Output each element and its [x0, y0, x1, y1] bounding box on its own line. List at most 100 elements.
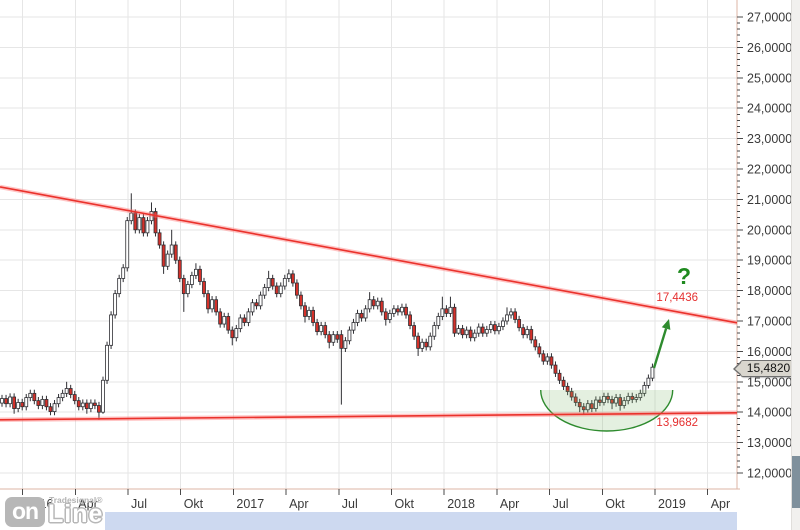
candle-body: [509, 311, 513, 316]
candle-body: [274, 285, 279, 295]
candle-body: [185, 284, 190, 295]
candle-body: [327, 334, 332, 343]
last-price-badge: 15,4820: [733, 360, 797, 377]
candle-body: [113, 293, 118, 316]
candle-body: [177, 259, 182, 279]
candle-body: [614, 397, 618, 404]
candle-body: [153, 211, 158, 234]
candle-body: [44, 399, 49, 408]
candle-body: [541, 353, 546, 362]
candle-body: [379, 300, 384, 313]
candle-body: [286, 273, 291, 279]
candle-body: [149, 211, 154, 222]
candle-body: [242, 317, 247, 323]
candle-body: [40, 399, 45, 406]
candle-body: [420, 341, 425, 349]
x-axis-label: Jul: [553, 497, 569, 511]
candle-body: [387, 312, 392, 320]
candle-body: [165, 253, 170, 267]
x-axis-label: Jul: [342, 497, 358, 511]
candle-body: [565, 385, 570, 392]
tradesignal-online-logo: on Tradesignal® Line: [5, 494, 115, 528]
candle-body: [557, 372, 562, 381]
candle-body: [278, 285, 283, 295]
candle-body: [145, 220, 150, 234]
candle-body: [351, 322, 356, 331]
candle-body: [525, 329, 530, 336]
candle-body: [484, 329, 489, 334]
candle-body: [492, 324, 497, 332]
candle-body: [383, 311, 388, 320]
vertical-scrollbar-track[interactable]: [791, 0, 800, 530]
candle-body: [488, 324, 493, 330]
horizontal-support-trendline: [0, 412, 738, 421]
candle-body: [303, 305, 307, 317]
x-axis-label: Okt: [605, 497, 625, 511]
descending-resistance-trendline: [0, 186, 738, 324]
candle-body: [339, 334, 344, 349]
candle-body: [537, 346, 542, 355]
candle-body: [602, 395, 606, 403]
candle-body: [375, 300, 380, 307]
candle-body: [282, 278, 287, 287]
candle-body: [561, 379, 566, 387]
candle-body: [545, 356, 550, 362]
candle-body: [230, 329, 235, 339]
candle-body: [56, 397, 61, 405]
candle-body: [97, 405, 101, 413]
candle-body: [440, 308, 445, 317]
candle-body: [307, 309, 311, 317]
candle-body: [246, 311, 251, 323]
candle-body: [521, 327, 526, 336]
x-axis-label: Apr: [78, 497, 97, 511]
candle-body: [589, 403, 594, 409]
y-axis-label: 24,0000: [747, 102, 792, 116]
candle-body: [448, 306, 453, 314]
candle-body: [173, 244, 178, 261]
horizontal-scrollbar[interactable]: [105, 512, 737, 530]
candle-body: [452, 306, 457, 334]
x-axis-label: Apr: [500, 497, 519, 511]
candle-body: [270, 278, 275, 287]
candle-body: [335, 334, 340, 340]
candle-body: [355, 312, 360, 323]
candle-body: [218, 311, 223, 325]
candle-body: [238, 317, 243, 329]
candle-body: [359, 312, 364, 319]
candle-body: [0, 398, 4, 404]
candle-body: [315, 322, 320, 333]
candle-body: [290, 273, 295, 284]
x-axis-label: 2018: [447, 497, 475, 511]
y-axis-label: 13,0000: [747, 436, 792, 450]
candle-body: [501, 320, 505, 327]
candle-body: [513, 311, 517, 320]
candle-body: [109, 314, 113, 346]
y-axis-label: 21,0000: [747, 193, 792, 207]
candle-body: [319, 325, 324, 333]
candle-body: [371, 299, 376, 307]
candle-body: [24, 397, 29, 408]
candle-body: [396, 308, 400, 313]
vertical-scrollbar-thumb[interactable]: [792, 456, 800, 508]
candle-body: [202, 281, 206, 295]
candle-body: [408, 314, 412, 326]
candle-body: [610, 399, 614, 404]
candle-body: [226, 316, 231, 331]
candle-body: [254, 302, 259, 307]
candle-body: [569, 391, 574, 398]
x-axis-label: Okt: [184, 497, 204, 511]
candle-body: [32, 392, 37, 402]
x-axis-label: Jul: [131, 497, 147, 511]
candle-body: [8, 396, 12, 405]
candle-body: [101, 379, 105, 413]
candle-body: [412, 325, 416, 337]
candle-body: [161, 244, 166, 267]
candle-body: [93, 402, 97, 406]
candle-body: [60, 392, 65, 399]
candle-body: [105, 344, 109, 381]
candle-body: [367, 299, 372, 310]
candle-body: [262, 287, 267, 296]
candle-body: [480, 326, 485, 334]
